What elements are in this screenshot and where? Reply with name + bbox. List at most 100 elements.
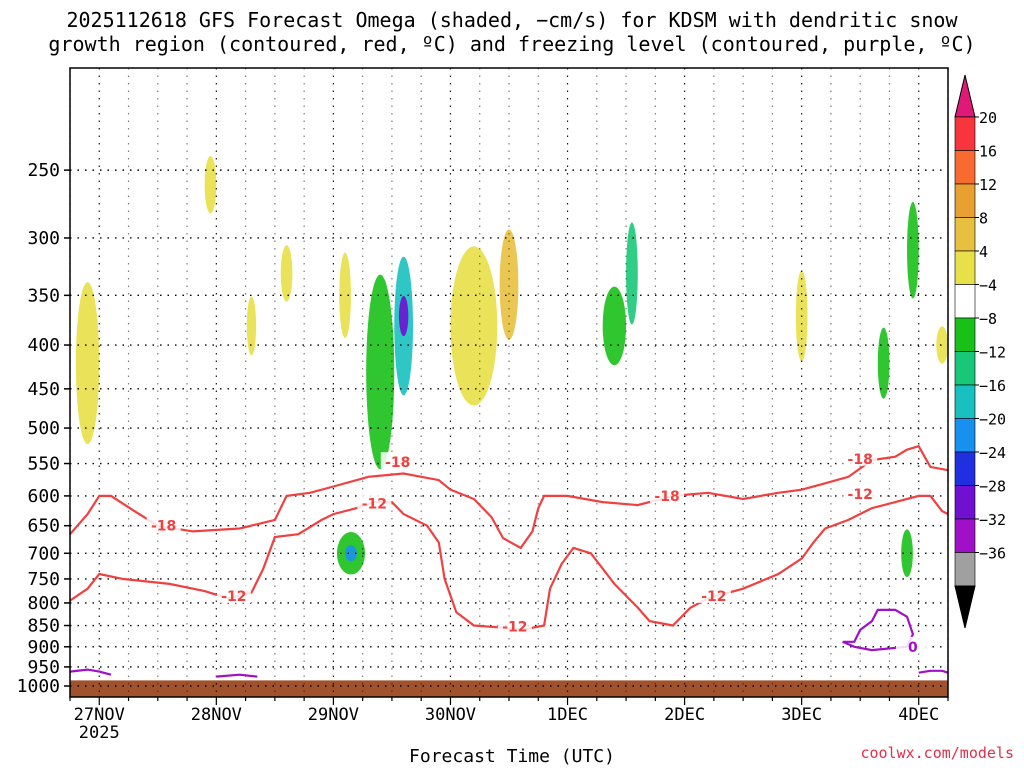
colorbar-swatch-9: [954, 418, 976, 453]
x-tick-label-3: 30NOV: [425, 705, 476, 725]
colorbar-label-4: 4: [979, 243, 988, 261]
colorbar-top-arrow: [954, 74, 976, 118]
colorbar-label-2: 12: [979, 176, 997, 194]
chart-title-line2: growth region (contoured, red, ºC) and f…: [48, 32, 976, 56]
colorbar-swatch-0: [954, 116, 976, 151]
x-tick-label-7: 4DEC: [898, 705, 939, 725]
x-tick-label-0: 27NOV: [74, 705, 125, 725]
colorbar-label-12: −32: [979, 511, 1006, 529]
colorbar-label-11: −28: [979, 478, 1006, 496]
colorbar-swatch-12: [954, 518, 976, 553]
y-tick-label-700: 700: [27, 543, 60, 564]
colorbar-swatch-8: [954, 384, 976, 419]
colorbar-swatch-6: [954, 317, 976, 352]
contour-freezing-3: [918, 669, 949, 674]
x-tick-label-2: 29NOV: [308, 705, 359, 725]
y-tick-label-800: 800: [27, 593, 60, 614]
contour-label-18-c: -18: [654, 489, 679, 505]
chart-title-line1: 2025112618 GFS Forecast Omega (shaded, −…: [66, 8, 958, 32]
omega-blob-14: [907, 201, 919, 299]
contour-label-12-c-bg: [497, 616, 532, 634]
contour-label-12-a-bg: [216, 585, 251, 603]
y-tick-label-550: 550: [27, 454, 60, 475]
colorbar-swatch-1: [954, 150, 976, 185]
contour-label-12-e-bg: [843, 484, 878, 502]
y-tick-label-500: 500: [27, 418, 60, 439]
x-tick-sublabel-0: 2025: [79, 723, 120, 743]
y-tick-label-1000: 1000: [17, 676, 60, 697]
colorbar-swatch-11: [954, 485, 976, 520]
colorbar-swatch-10: [954, 451, 976, 486]
colorbar-label-8: −16: [979, 377, 1006, 395]
plot-area: [70, 68, 948, 697]
contour-label-12-a: -12: [221, 589, 246, 605]
contour-label-0: 0: [908, 640, 918, 656]
contour-label-18-b: -18: [385, 455, 410, 471]
y-tick-label-250: 250: [27, 160, 60, 181]
omega-blob-16: [877, 327, 890, 399]
y-tick-label-400: 400: [27, 335, 60, 356]
contour-label-12-e: -12: [848, 487, 873, 503]
contour-dgz-minus18: [69, 444, 949, 550]
x-tick-label-4: 1DEC: [547, 705, 588, 725]
colorbar-label-5: −4: [979, 277, 997, 295]
colorbar-swatch-13: [954, 552, 976, 587]
contour-label-12-c: -12: [502, 619, 527, 635]
omega-blob-10: [450, 246, 498, 406]
contour-label-18-d-bg: [843, 448, 878, 466]
omega-blob-18: [936, 326, 948, 364]
contour-label-18-a-bg: [146, 515, 181, 533]
plot-frame: [69, 67, 949, 698]
colorbar-label-9: −20: [979, 411, 1006, 429]
colorbar-swatch-5: [954, 284, 976, 319]
contour-label-18-c-bg: [650, 485, 685, 503]
y-tick-label-450: 450: [27, 379, 60, 400]
omega-blob-15: [901, 529, 913, 578]
y-tick-label-950: 950: [27, 657, 60, 678]
colorbar-label-0: 20: [979, 109, 997, 127]
colorbar-label-7: −12: [979, 344, 1006, 362]
colorbar-swatch-7: [954, 351, 976, 386]
colorbar-label-1: 16: [979, 143, 997, 161]
contour-freezing-2: [842, 608, 915, 652]
omega-blob-11: [499, 229, 519, 340]
contour-label-18-d: -18: [848, 452, 873, 468]
x-tick-label-5: 2DEC: [664, 705, 705, 725]
contour-label-12-d: -12: [701, 589, 726, 605]
contour-label-12-b-bg: [357, 493, 392, 511]
contour-label-12-b: -12: [362, 496, 387, 512]
omega-blob-3: [280, 245, 293, 302]
y-tick-label-850: 850: [27, 616, 60, 637]
surface-terrain: [70, 680, 948, 697]
omega-blob-0: [75, 282, 100, 445]
x-tick-label-1: 28NOV: [191, 705, 242, 725]
credit-link[interactable]: coolwx.com/models: [860, 744, 1014, 762]
colorbar-swatch-3: [954, 217, 976, 252]
colorbar-label-3: 8: [979, 210, 988, 228]
omega-blob-2: [246, 296, 257, 356]
colorbar-label-6: −8: [979, 310, 997, 328]
colorbar-bottom-arrow: [954, 585, 976, 629]
omega-blob-1: [204, 156, 217, 214]
omega-blob-7: [398, 295, 409, 337]
contour-label-18-a: -18: [151, 519, 176, 535]
colorbar-label-10: −24: [979, 444, 1006, 462]
y-tick-label-650: 650: [27, 516, 60, 537]
contour-label-0-bg: [895, 636, 930, 654]
omega-blob-13: [626, 222, 638, 325]
colorbar-swatch-2: [954, 183, 976, 218]
contour-freezing-1: [216, 673, 258, 678]
y-tick-label-350: 350: [27, 285, 60, 306]
x-tick-label-6: 3DEC: [781, 705, 822, 725]
contour-label-12-d-bg: [696, 585, 731, 603]
omega-blob-9: [345, 545, 357, 562]
colorbar-label-13: −36: [979, 545, 1006, 563]
colorbar-swatch-4: [954, 250, 976, 285]
y-tick-label-300: 300: [27, 228, 60, 249]
x-axis-title: Forecast Time (UTC): [409, 746, 615, 767]
y-tick-label-750: 750: [27, 569, 60, 590]
omega-blob-4: [339, 252, 351, 339]
omega-blob-12: [602, 286, 627, 366]
contour-label-18-b-bg: [380, 452, 415, 470]
